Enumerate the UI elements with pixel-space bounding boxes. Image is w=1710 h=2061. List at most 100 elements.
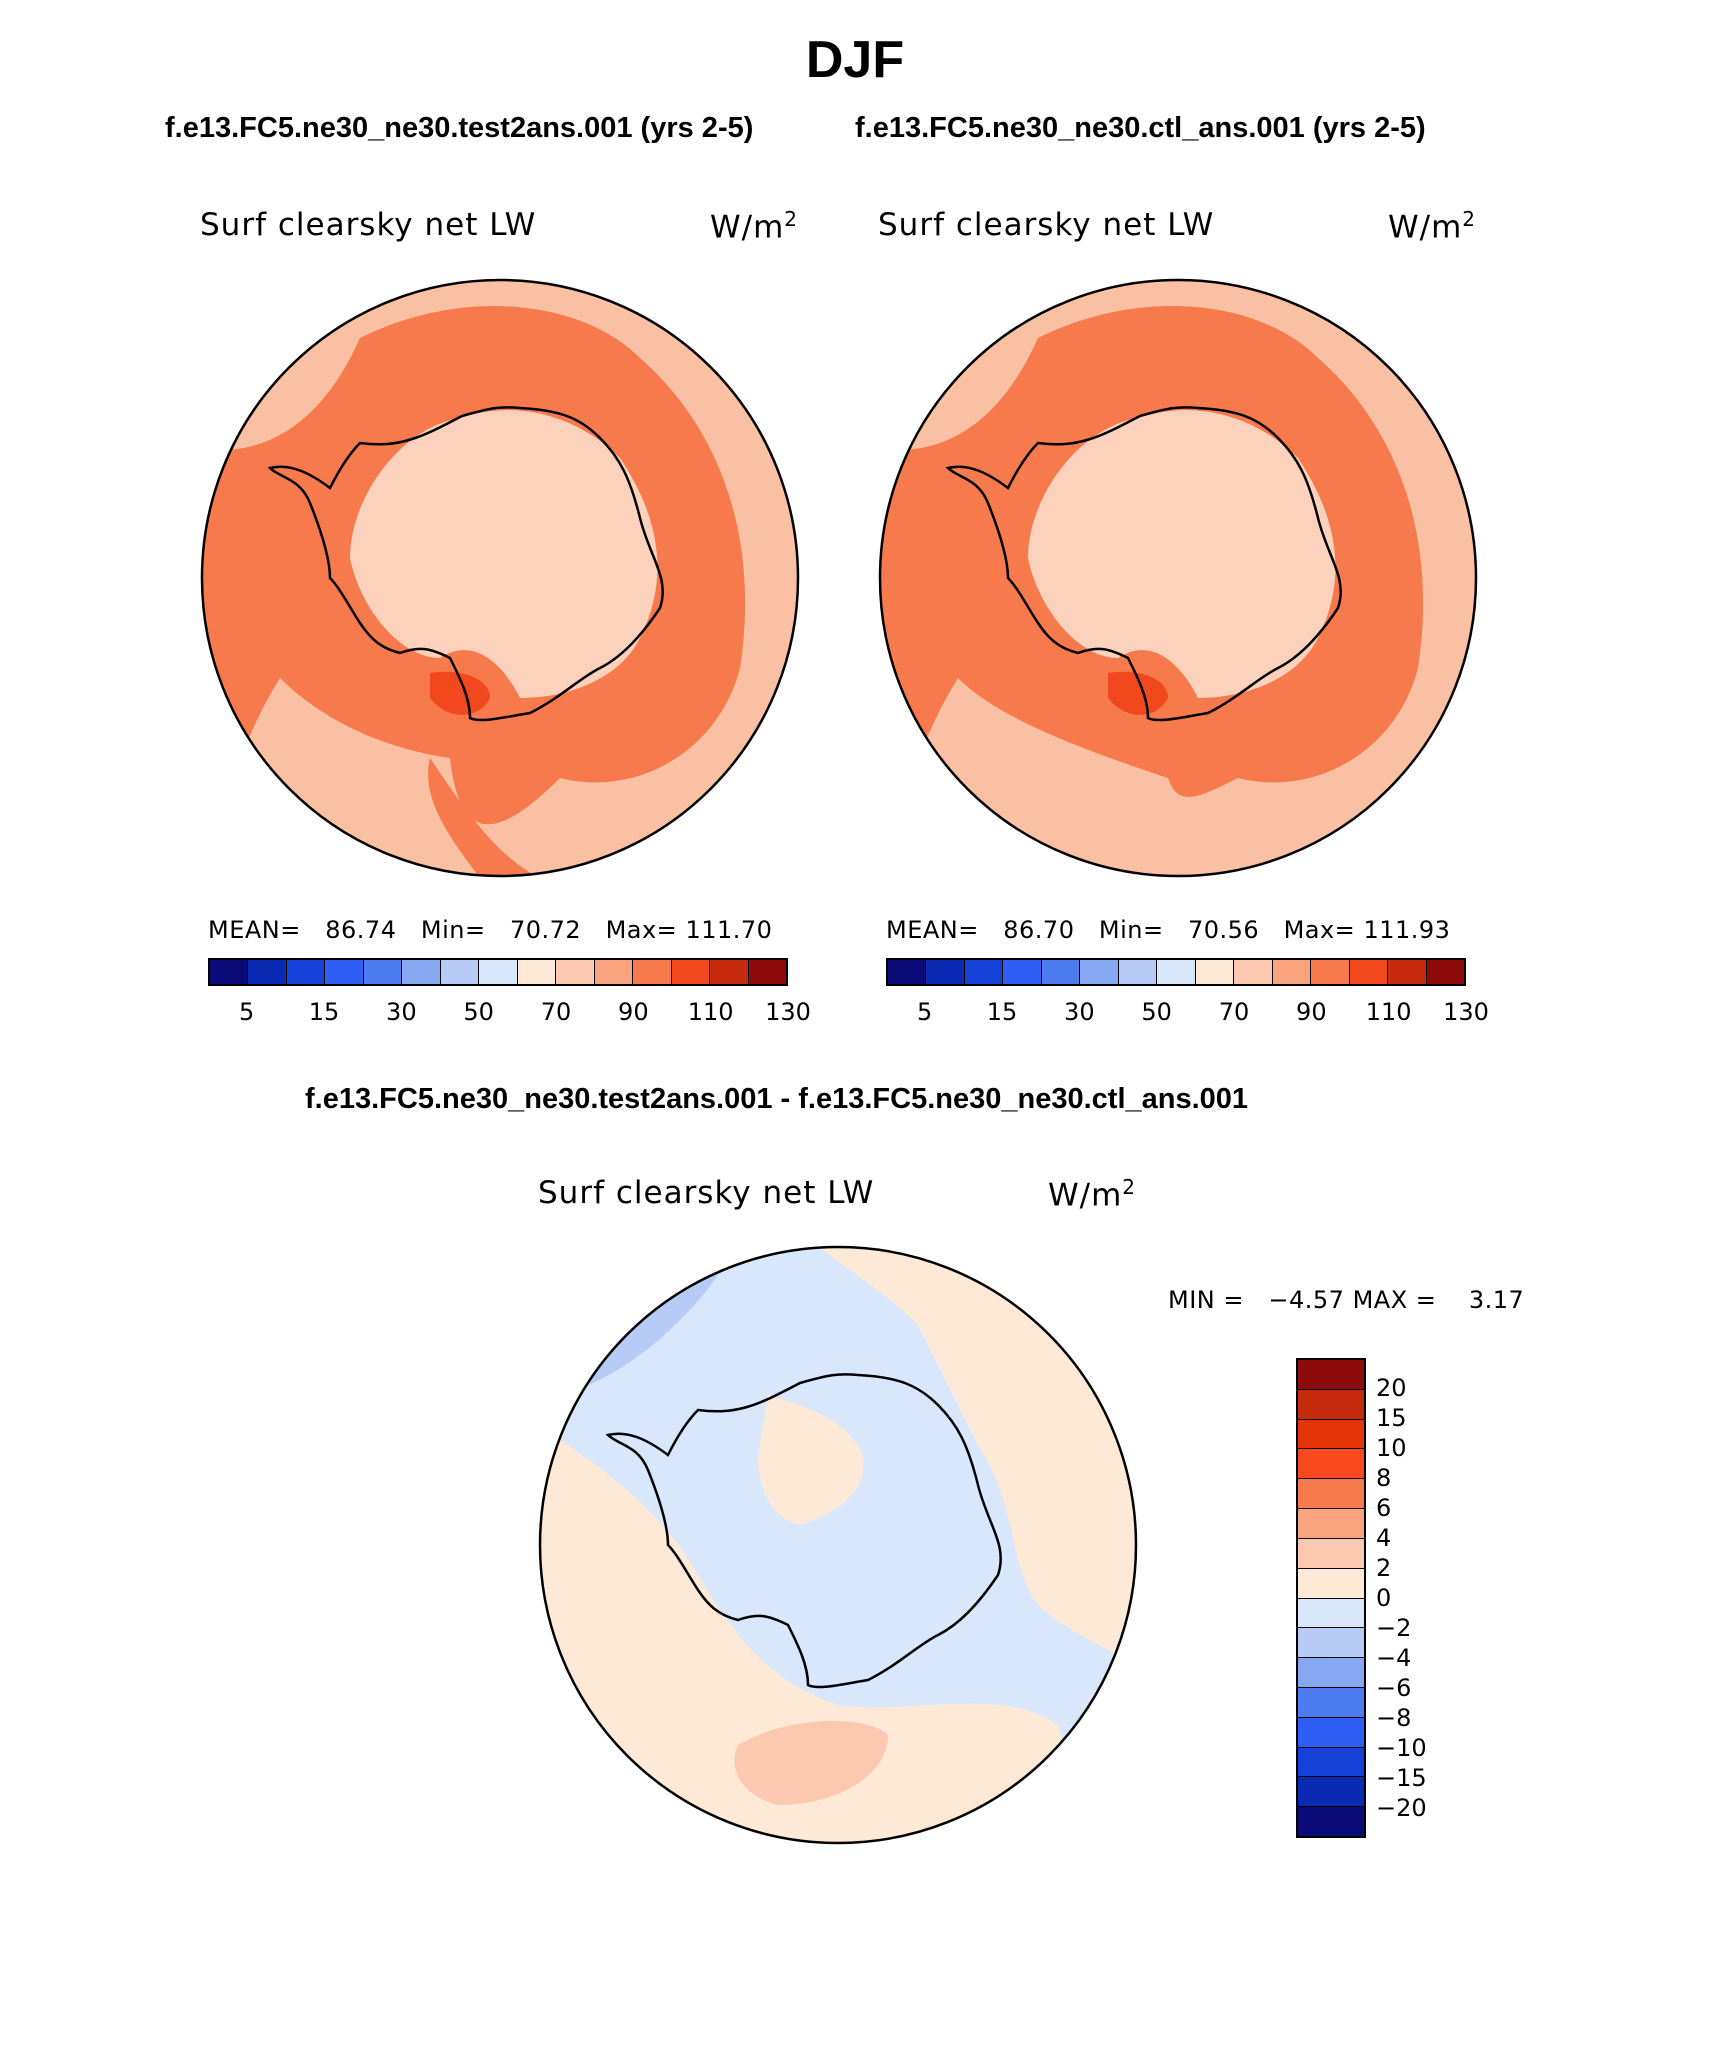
test-run-label: f.e13.FC5.ne30_ne30.test2ans.001 (yrs 2-… xyxy=(165,112,754,144)
colorbar-tick-label: 90 xyxy=(618,998,649,1026)
diff-colorbar-tick-label: −2 xyxy=(1376,1614,1412,1642)
season-title: DJF xyxy=(805,31,905,89)
diff-colorbar-tick-label: 6 xyxy=(1376,1494,1392,1522)
colorbar-box-3 xyxy=(325,960,364,984)
colorbar-box-6 xyxy=(440,960,480,984)
diff-colorbar-tick-label: 8 xyxy=(1376,1464,1392,1492)
ctl-stats: MEAN= 86.70 Min= 70.56 Max= 111.93 xyxy=(886,916,1451,944)
ross-sea-hotspot xyxy=(1108,671,1168,715)
diff-colorbar-tick-label: −20 xyxy=(1376,1794,1427,1822)
colorbar-box-6 xyxy=(1118,960,1158,984)
colorbar-box-4 xyxy=(1041,960,1081,984)
diff-colorbar-tick-label: 20 xyxy=(1376,1374,1407,1402)
diff-colorbar-box-2 xyxy=(1298,1419,1364,1450)
colorbar-box-0 xyxy=(210,960,249,984)
colorbar-box-5 xyxy=(402,960,441,984)
colorbar-box-14 xyxy=(1426,960,1465,984)
diff-colorbar-tick-label: 4 xyxy=(1376,1524,1392,1552)
colorbar-box-12 xyxy=(671,960,711,984)
diff-panel-units: W/m2 xyxy=(1048,1175,1137,1214)
colorbar-box-1 xyxy=(248,960,287,984)
test-polar-map xyxy=(200,278,800,878)
diff-colorbar-box-0 xyxy=(1298,1360,1364,1390)
colorbar-box-8 xyxy=(1195,960,1235,984)
colorbar-tick-label: 30 xyxy=(1064,998,1095,1026)
colorbar-box-5 xyxy=(1080,960,1119,984)
colorbar-box-11 xyxy=(1311,960,1350,984)
interior-positive-patch xyxy=(758,1395,864,1525)
diff-colorbar-tick-label: 2 xyxy=(1376,1554,1392,1582)
diff-colorbar-box-13 xyxy=(1298,1747,1364,1778)
colorbar-box-9 xyxy=(1234,960,1273,984)
colorbar-tick-label: 15 xyxy=(986,998,1018,1026)
colorbar-box-13 xyxy=(710,960,749,984)
colorbar-tick-label: 70 xyxy=(540,998,572,1026)
colorbar-box-14 xyxy=(748,960,787,984)
colorbar-box-2 xyxy=(964,960,1004,984)
diff-colorbar-tick-label: −10 xyxy=(1376,1734,1427,1762)
colorbar-tick-label: 110 xyxy=(687,998,734,1026)
colorbar-box-2 xyxy=(286,960,326,984)
colorbar-box-1 xyxy=(926,960,965,984)
map-border xyxy=(538,1245,1138,1845)
colorbar-box-10 xyxy=(594,960,634,984)
antarctica-coastline xyxy=(945,406,1342,722)
test-stats: MEAN= 86.74 Min= 70.72 Max= 111.70 xyxy=(208,916,773,944)
ctl-panel-units: W/m2 xyxy=(1388,207,1477,246)
colorbar-tick-label: 50 xyxy=(1141,998,1172,1026)
colorbar-tick-label: 15 xyxy=(308,998,340,1026)
diff-run-label: f.e13.FC5.ne30_ne30.test2ans.001 - f.e13… xyxy=(305,1083,1249,1115)
ctl-panel-variable: Surf clearsky net LW xyxy=(878,207,1215,243)
positive-anomaly-patch xyxy=(734,1721,888,1805)
test-panel-units: W/m2 xyxy=(710,207,799,246)
colorbar-box-4 xyxy=(363,960,403,984)
diff-colorbar-box-1 xyxy=(1298,1389,1364,1420)
diff-colorbar-tick-label: −8 xyxy=(1376,1704,1412,1732)
colorbar-tick-label: 90 xyxy=(1296,998,1327,1026)
antarctica-field xyxy=(1028,410,1336,698)
diff-colorbar xyxy=(1296,1358,1366,1838)
map-border xyxy=(878,278,1478,878)
colorbar-box-9 xyxy=(556,960,595,984)
diff-colorbar-box-8 xyxy=(1298,1598,1364,1629)
positive-anomaly-southwest xyxy=(540,1425,1062,1843)
diff-stats: MIN = −4.57 MAX = 3.17 xyxy=(1168,1286,1525,1314)
colorbar-tick-label: 50 xyxy=(463,998,494,1026)
ctl-polar-map xyxy=(878,278,1478,878)
diff-colorbar-box-3 xyxy=(1298,1449,1364,1480)
diff-colorbar-box-11 xyxy=(1298,1687,1364,1718)
diff-colorbar-box-9 xyxy=(1298,1628,1364,1659)
diff-colorbar-tick-label: −15 xyxy=(1376,1764,1427,1792)
warm-tongue xyxy=(428,758,540,876)
colorbar-tick-label: 5 xyxy=(917,998,933,1026)
diff-colorbar-ticks: 20 15 10 8 6 4 2 0 −2 −4 −6 −8 −10 −15 −20 xyxy=(1376,1358,1476,1838)
diff-panel-variable: Surf clearsky net LW xyxy=(538,1175,875,1211)
colorbar-tick-label: 30 xyxy=(386,998,417,1026)
colorbar-tick-label: 130 xyxy=(1443,998,1489,1026)
map-border xyxy=(200,278,800,878)
colorbar-box-3 xyxy=(1003,960,1042,984)
colorbar-tick-label: 5 xyxy=(239,998,255,1026)
colorbar-box-12 xyxy=(1349,960,1389,984)
colorbar-box-13 xyxy=(1388,960,1427,984)
diff-colorbar-tick-label: 10 xyxy=(1376,1434,1407,1462)
colorbar-box-11 xyxy=(633,960,672,984)
diff-colorbar-box-5 xyxy=(1298,1509,1364,1539)
diff-colorbar-box-15 xyxy=(1298,1807,1364,1836)
colorbar-box-10 xyxy=(1272,960,1312,984)
colorbar-box-0 xyxy=(888,960,927,984)
diff-colorbar-tick-label: 15 xyxy=(1376,1404,1407,1432)
colorbar-tick-label: 70 xyxy=(1218,998,1250,1026)
diff-colorbar-box-14 xyxy=(1298,1777,1364,1808)
ross-sea-hotspot xyxy=(430,671,490,715)
test-colorbar-ticks: 5 15 30 50 70 90 110 130 xyxy=(208,998,811,1028)
test-colorbar xyxy=(208,958,788,986)
antarctica-field xyxy=(350,410,658,698)
colorbar-box-7 xyxy=(479,960,518,984)
ctl-colorbar xyxy=(886,958,1466,986)
colorbar-tick-label: 130 xyxy=(765,998,811,1026)
diff-colorbar-tick-label: −6 xyxy=(1376,1674,1412,1702)
diff-colorbar-box-10 xyxy=(1298,1658,1364,1688)
colorbar-box-7 xyxy=(1157,960,1196,984)
colorbar-box-8 xyxy=(517,960,557,984)
